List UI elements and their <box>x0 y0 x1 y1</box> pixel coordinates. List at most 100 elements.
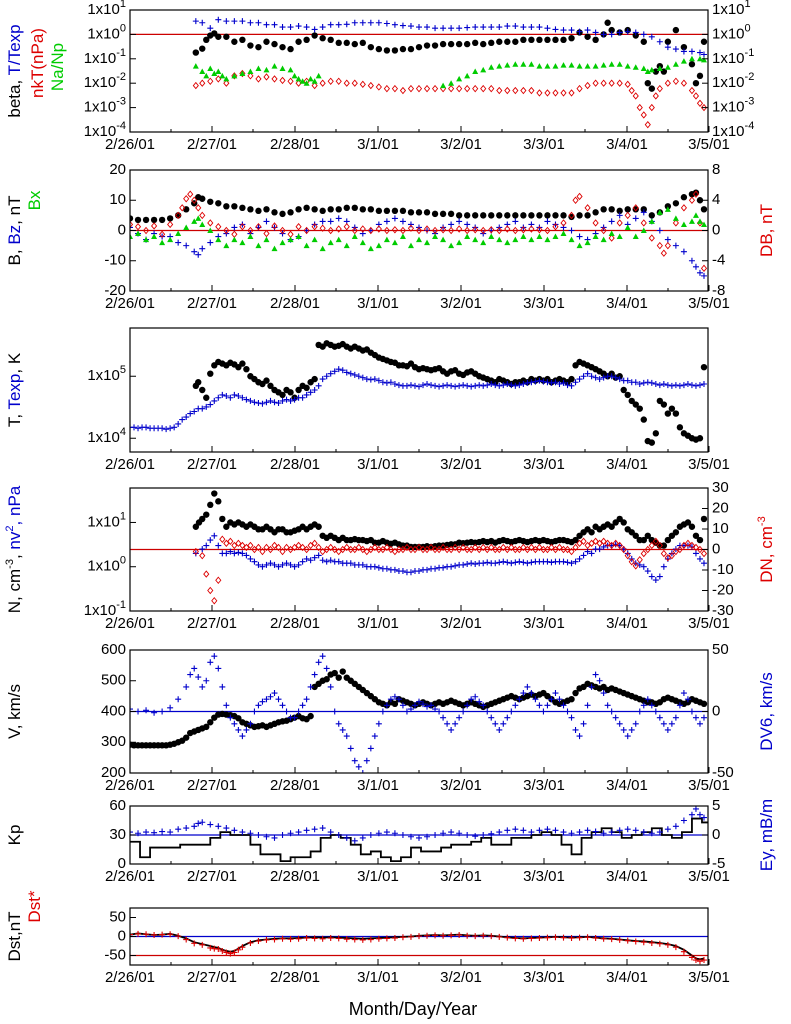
data-point <box>399 934 406 941</box>
data-point <box>660 401 668 408</box>
data-point <box>343 21 350 28</box>
data-point <box>592 63 599 69</box>
data-point <box>279 391 286 399</box>
data-point <box>215 946 222 953</box>
data-point <box>347 560 354 567</box>
data-point <box>247 397 254 404</box>
data-point <box>656 38 663 45</box>
data-point <box>440 830 447 837</box>
data-point <box>692 806 699 812</box>
data-point <box>560 230 567 237</box>
data-point <box>496 226 503 235</box>
data-point <box>135 230 142 237</box>
data-point <box>211 532 218 539</box>
data-point <box>668 405 676 412</box>
data-point <box>464 233 471 240</box>
data-point <box>143 236 150 243</box>
data-point <box>151 931 158 938</box>
data-point <box>192 550 199 557</box>
data-point <box>692 550 699 557</box>
data-point <box>231 203 238 210</box>
data-point <box>279 24 286 31</box>
data-point <box>448 932 455 939</box>
data-point <box>552 26 559 33</box>
data-point <box>640 536 647 544</box>
data-point <box>299 394 306 401</box>
data-point <box>287 561 294 568</box>
data-point <box>407 45 415 53</box>
data-point <box>448 726 455 733</box>
data-point <box>375 545 382 554</box>
data-point <box>472 24 479 31</box>
data-point <box>632 233 639 240</box>
data-point <box>275 543 282 552</box>
data-point <box>544 63 551 69</box>
data-point <box>696 49 703 56</box>
x-tick-label: 3/1/01 <box>357 868 399 885</box>
x-tick-label: 2/28/01 <box>270 295 320 312</box>
data-point <box>520 935 527 942</box>
data-point <box>399 207 407 215</box>
data-point <box>215 33 222 40</box>
x-tick-label: 3/5/01 <box>688 777 730 794</box>
data-point <box>572 379 579 386</box>
data-point <box>572 543 579 552</box>
data-point <box>407 84 415 93</box>
data-point <box>488 84 495 93</box>
data-point <box>347 370 354 377</box>
x-tick-label: 3/5/01 <box>688 136 730 153</box>
data-point <box>215 665 222 672</box>
data-point <box>295 75 302 82</box>
data-point <box>424 380 431 387</box>
data-point <box>287 45 294 53</box>
data-point <box>648 702 655 709</box>
data-point <box>339 545 346 554</box>
data-point <box>175 239 182 246</box>
data-point <box>568 227 575 234</box>
data-point <box>391 830 398 837</box>
data-point <box>664 44 671 51</box>
x-tick-label: 3/4/01 <box>606 615 648 632</box>
data-point <box>640 227 647 233</box>
data-point <box>528 690 535 697</box>
data-point <box>700 221 707 227</box>
data-point <box>660 563 667 570</box>
data-point <box>504 23 511 30</box>
data-point <box>560 545 567 554</box>
data-point <box>343 242 350 249</box>
data-point <box>520 543 527 552</box>
data-point <box>215 75 222 83</box>
data-point <box>608 936 615 943</box>
data-point <box>640 549 647 558</box>
y-tick-label: 1x100 <box>87 555 126 575</box>
y-axis-label: T, Texp, K <box>5 352 24 427</box>
data-point <box>407 242 414 249</box>
data-point <box>431 42 439 49</box>
data-point <box>199 683 206 690</box>
data-point <box>496 63 503 69</box>
data-point <box>608 234 615 242</box>
data-point <box>632 827 639 834</box>
data-point <box>460 543 467 552</box>
y-axis-label: beta, T/Texp <box>5 24 24 117</box>
data-point <box>480 212 487 219</box>
data-point <box>528 86 535 95</box>
data-point <box>287 230 294 238</box>
y-tick-label: 200 <box>101 764 126 781</box>
data-point <box>143 829 150 836</box>
data-point <box>556 696 563 703</box>
data-point <box>584 63 591 69</box>
data-point <box>616 827 623 834</box>
data-point <box>431 226 439 235</box>
data-point <box>536 827 543 834</box>
data-point <box>572 726 579 733</box>
data-point <box>660 380 667 387</box>
data-point <box>512 23 519 30</box>
y-tick-label: 1x105 <box>87 364 126 384</box>
data-point <box>335 206 342 213</box>
data-point <box>600 226 607 235</box>
data-point <box>504 239 511 246</box>
data-point <box>676 545 683 554</box>
data-point <box>327 239 334 246</box>
data-point <box>424 932 431 939</box>
